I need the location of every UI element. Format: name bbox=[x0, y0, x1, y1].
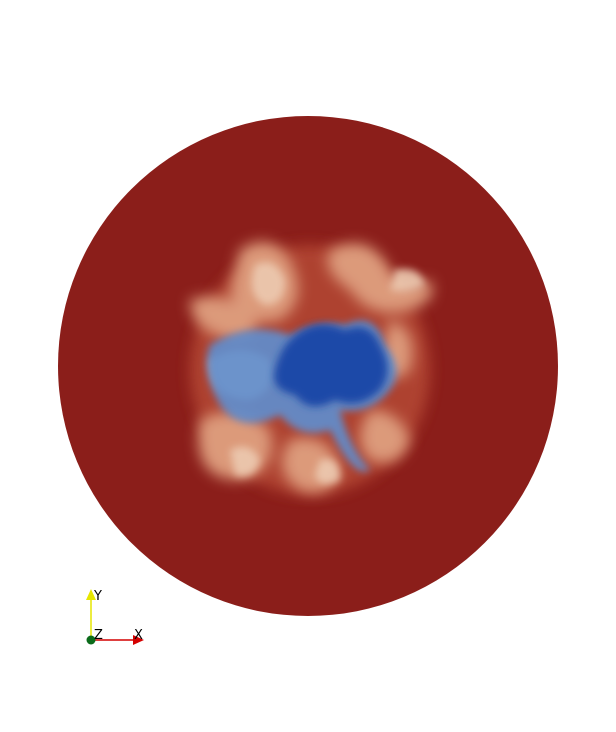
turbulent-plume bbox=[190, 242, 433, 495]
y-axis-arrow-icon bbox=[86, 589, 96, 600]
x-axis-arrow-icon bbox=[133, 635, 144, 645]
x-axis-label: X bbox=[134, 628, 143, 643]
orientation-axes: Y X Z bbox=[86, 589, 144, 645]
z-axis-label: Z bbox=[94, 628, 103, 643]
z-axis-dot-icon bbox=[86, 635, 96, 645]
y-axis-label: Y bbox=[93, 589, 102, 604]
